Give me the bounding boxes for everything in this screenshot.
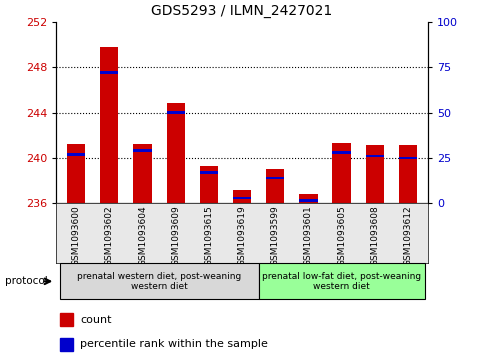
Text: prenatal low-fat diet, post-weaning
western diet: prenatal low-fat diet, post-weaning west… xyxy=(262,272,420,291)
Bar xyxy=(232,190,251,203)
Bar xyxy=(199,171,218,174)
Bar xyxy=(67,153,85,155)
Text: GSM1093601: GSM1093601 xyxy=(304,205,312,266)
Title: GDS5293 / ILMN_2427021: GDS5293 / ILMN_2427021 xyxy=(151,4,332,18)
Bar xyxy=(60,263,258,299)
Bar xyxy=(365,155,383,157)
Bar xyxy=(199,166,218,203)
Text: GSM1093605: GSM1093605 xyxy=(336,205,346,266)
Text: GSM1093608: GSM1093608 xyxy=(369,205,379,266)
Text: GSM1093612: GSM1093612 xyxy=(403,205,411,266)
Bar xyxy=(332,151,350,154)
Bar xyxy=(265,177,284,179)
Bar xyxy=(258,263,424,299)
Text: prenatal western diet, post-weaning
western diet: prenatal western diet, post-weaning west… xyxy=(77,272,241,291)
Bar xyxy=(60,338,73,351)
Bar xyxy=(232,197,251,199)
Text: GSM1093600: GSM1093600 xyxy=(72,205,81,266)
Text: GSM1093615: GSM1093615 xyxy=(204,205,213,266)
Text: protocol: protocol xyxy=(5,276,47,286)
Bar xyxy=(332,143,350,203)
Bar xyxy=(365,146,383,203)
Bar xyxy=(133,150,151,152)
Bar xyxy=(299,199,317,202)
Text: GSM1093609: GSM1093609 xyxy=(171,205,180,266)
Bar xyxy=(398,157,416,159)
Bar xyxy=(166,103,184,203)
Bar xyxy=(133,144,151,203)
Text: percentile rank within the sample: percentile rank within the sample xyxy=(80,339,268,350)
Bar xyxy=(299,194,317,203)
Bar xyxy=(100,47,118,203)
Text: count: count xyxy=(80,315,112,325)
Bar xyxy=(100,72,118,74)
Bar xyxy=(398,146,416,203)
Bar xyxy=(67,144,85,203)
Text: GSM1093619: GSM1093619 xyxy=(237,205,246,266)
Text: GSM1093604: GSM1093604 xyxy=(138,205,147,266)
Bar xyxy=(60,313,73,326)
Bar xyxy=(166,111,184,114)
Text: GSM1093602: GSM1093602 xyxy=(104,205,114,266)
Bar xyxy=(265,169,284,203)
Text: GSM1093599: GSM1093599 xyxy=(270,205,279,266)
